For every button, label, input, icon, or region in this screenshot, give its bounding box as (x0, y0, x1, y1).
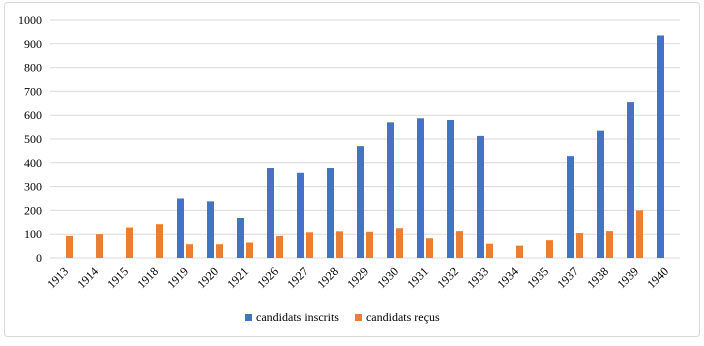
y-tick-label: 300 (24, 180, 42, 194)
bar (567, 156, 574, 258)
bar (606, 231, 613, 258)
y-tick-label: 0 (36, 251, 42, 265)
bar (267, 168, 274, 258)
y-tick-label: 700 (24, 84, 42, 98)
bar (276, 235, 283, 258)
bar (237, 218, 244, 258)
y-tick-label: 200 (24, 203, 42, 217)
bar (156, 224, 163, 258)
bar (447, 119, 454, 259)
bar (417, 118, 424, 258)
bar (177, 198, 184, 258)
bar (597, 130, 604, 258)
bar (546, 240, 553, 258)
legend-label: candidats inscrits (256, 310, 339, 324)
bar (357, 146, 364, 258)
bar (66, 235, 73, 258)
bar (297, 172, 304, 258)
legend-swatch (354, 314, 362, 321)
bar (627, 102, 634, 258)
bar (216, 244, 223, 258)
bar (387, 122, 394, 258)
bar (516, 245, 523, 258)
bar (186, 244, 193, 258)
y-tick-label: 900 (24, 37, 42, 51)
y-tick-label: 800 (24, 61, 42, 75)
bar (246, 242, 253, 258)
bar (486, 243, 493, 258)
bar (396, 228, 403, 258)
legend-label: candidats reçus (366, 310, 440, 324)
bar (96, 234, 103, 258)
bar (327, 168, 334, 258)
bar (657, 35, 664, 258)
legend-swatch (245, 314, 252, 321)
y-tick-label: 100 (24, 227, 42, 241)
bar (366, 231, 373, 258)
y-tick-label: 500 (24, 132, 42, 146)
y-tick-label: 400 (24, 156, 42, 170)
y-tick-label: 1000 (18, 13, 42, 27)
bar (207, 201, 214, 258)
bar (636, 210, 643, 258)
bar (306, 232, 313, 258)
bar (456, 231, 463, 258)
bar (336, 231, 343, 258)
bar (477, 135, 484, 258)
bar (126, 227, 133, 258)
y-tick-label: 600 (24, 108, 42, 122)
bar (576, 233, 583, 258)
bar (426, 238, 433, 258)
